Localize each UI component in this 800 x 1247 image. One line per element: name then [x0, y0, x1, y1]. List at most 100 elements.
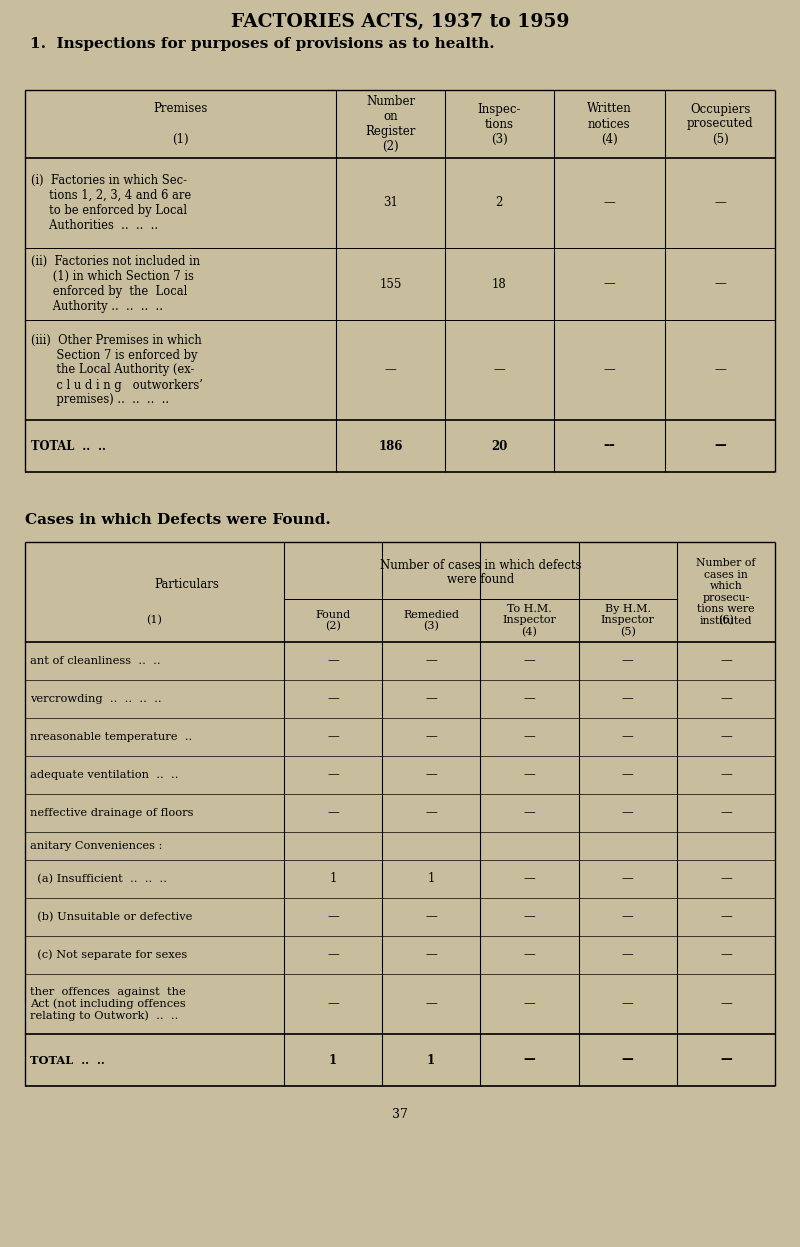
Text: —: —	[523, 998, 535, 1010]
Text: —: —	[720, 949, 732, 961]
Text: 155: 155	[379, 278, 402, 291]
Text: —: —	[720, 731, 732, 743]
Text: —: —	[720, 692, 732, 706]
Text: —: —	[523, 655, 535, 667]
Text: —: —	[622, 692, 634, 706]
Text: —: —	[714, 363, 726, 377]
Text: —: —	[720, 1054, 732, 1066]
Text: —: —	[327, 731, 338, 743]
Text: —: —	[327, 910, 338, 924]
Text: —: —	[714, 278, 726, 291]
Text: (i)  Factories in which Sec-
     tions 1, 2, 3, 4 and 6 are
     to be enforced: (i) Factories in which Sec- tions 1, 2, …	[31, 175, 191, 232]
Text: (b) Unsuitable or defective: (b) Unsuitable or defective	[30, 912, 192, 922]
Text: —: —	[603, 278, 615, 291]
Text: —: —	[523, 731, 535, 743]
Text: —: —	[622, 873, 634, 885]
Text: 1: 1	[329, 1054, 337, 1066]
Text: were found: were found	[446, 574, 514, 586]
Text: —: —	[385, 363, 397, 377]
Text: 1.  Inspections for purposes of provisions as to health.: 1. Inspections for purposes of provision…	[30, 37, 494, 51]
Text: By H.M.
Inspector
(5): By H.M. Inspector (5)	[601, 604, 654, 637]
Text: nreasonable temperature  ..: nreasonable temperature ..	[30, 732, 192, 742]
Text: —: —	[327, 807, 338, 819]
Text: —: —	[426, 655, 437, 667]
Text: 20: 20	[491, 439, 507, 453]
Text: 186: 186	[378, 439, 403, 453]
Text: —: —	[494, 363, 506, 377]
Text: —: —	[523, 949, 535, 961]
Text: 31: 31	[383, 197, 398, 209]
Text: —: —	[327, 692, 338, 706]
Text: —: —	[720, 807, 732, 819]
Text: Inspec-
tions
(3): Inspec- tions (3)	[478, 102, 521, 146]
Text: (ii)  Factories not included in
      (1) in which Section 7 is
      enforced b: (ii) Factories not included in (1) in wh…	[31, 254, 200, 313]
Text: —: —	[426, 910, 437, 924]
Text: —: —	[714, 439, 726, 453]
Text: Particulars: Particulars	[154, 577, 219, 591]
Text: Cases in which Defects were Found.: Cases in which Defects were Found.	[25, 513, 330, 527]
Text: To H.M.
Inspector
(4): To H.M. Inspector (4)	[502, 604, 556, 637]
Text: (c) Not separate for sexes: (c) Not separate for sexes	[30, 950, 187, 960]
Text: —: —	[523, 807, 535, 819]
Text: Written
notices
(4): Written notices (4)	[587, 102, 632, 146]
Text: Found
(2): Found (2)	[315, 610, 350, 631]
Text: —: —	[523, 873, 535, 885]
Text: —: —	[622, 998, 634, 1010]
Text: (1): (1)	[146, 615, 162, 626]
Text: —: —	[720, 998, 732, 1010]
Text: Premises

(1): Premises (1)	[154, 102, 208, 146]
Text: ant of cleanliness  ..  ..: ant of cleanliness .. ..	[30, 656, 161, 666]
Text: —: —	[720, 873, 732, 885]
Text: 1: 1	[329, 873, 337, 885]
Text: —: —	[622, 655, 634, 667]
Text: ––: ––	[603, 439, 615, 453]
Text: (a) Insufficient  ..  ..  ..: (a) Insufficient .. .. ..	[30, 874, 167, 884]
Text: —: —	[426, 949, 437, 961]
Text: —: —	[622, 807, 634, 819]
Text: —: —	[720, 655, 732, 667]
Text: Number of
cases in
which
prosecu-
tions were
instituted: Number of cases in which prosecu- tions …	[696, 557, 756, 626]
Text: —: —	[622, 910, 634, 924]
Text: neffective drainage of floors: neffective drainage of floors	[30, 808, 194, 818]
Text: (iii)  Other Premises in which
       Section 7 is enforced by
       the Local : (iii) Other Premises in which Section 7 …	[31, 333, 203, 407]
Text: Remedied
(3): Remedied (3)	[403, 610, 459, 631]
Text: —: —	[523, 1054, 535, 1066]
Text: vercrowding  ..  ..  ..  ..: vercrowding .. .. .. ..	[30, 695, 162, 705]
Text: TOTAL  ..  ..: TOTAL .. ..	[31, 439, 106, 453]
Text: —: —	[720, 910, 732, 924]
Text: —: —	[327, 655, 338, 667]
Text: —: —	[523, 692, 535, 706]
Text: —: —	[523, 768, 535, 782]
Text: TOTAL  ..  ..: TOTAL .. ..	[30, 1055, 105, 1065]
Text: Number
on
Register
(2): Number on Register (2)	[366, 95, 416, 153]
Text: anitary Conveniences :: anitary Conveniences :	[30, 840, 162, 850]
Text: 1: 1	[427, 873, 435, 885]
Text: —: —	[714, 197, 726, 209]
Text: —: —	[426, 692, 437, 706]
Text: —: —	[622, 768, 634, 782]
Text: 1: 1	[427, 1054, 435, 1066]
Text: —: —	[327, 768, 338, 782]
Text: —: —	[622, 1054, 634, 1066]
Text: 37: 37	[392, 1107, 408, 1121]
Text: —: —	[622, 949, 634, 961]
Text: adequate ventilation  ..  ..: adequate ventilation .. ..	[30, 769, 178, 781]
Text: Occupiers
prosecuted
(5): Occupiers prosecuted (5)	[687, 102, 754, 146]
Text: —: —	[426, 768, 437, 782]
Text: 2: 2	[496, 197, 503, 209]
Text: —: —	[426, 998, 437, 1010]
Text: ther  offences  against  the
Act (not including offences
relating to Outwork)  .: ther offences against the Act (not inclu…	[30, 986, 186, 1021]
Text: Number of cases in which defects: Number of cases in which defects	[379, 559, 581, 572]
Text: —: —	[327, 998, 338, 1010]
Text: —: —	[720, 768, 732, 782]
Text: 18: 18	[492, 278, 506, 291]
Text: —: —	[327, 949, 338, 961]
Text: —: —	[603, 197, 615, 209]
Text: FACTORIES ACTS, 1937 to 1959: FACTORIES ACTS, 1937 to 1959	[231, 12, 569, 31]
Text: —: —	[603, 363, 615, 377]
Text: —: —	[426, 807, 437, 819]
Text: —: —	[426, 731, 437, 743]
Text: —: —	[622, 731, 634, 743]
Text: (6): (6)	[718, 615, 734, 626]
Text: —: —	[523, 910, 535, 924]
